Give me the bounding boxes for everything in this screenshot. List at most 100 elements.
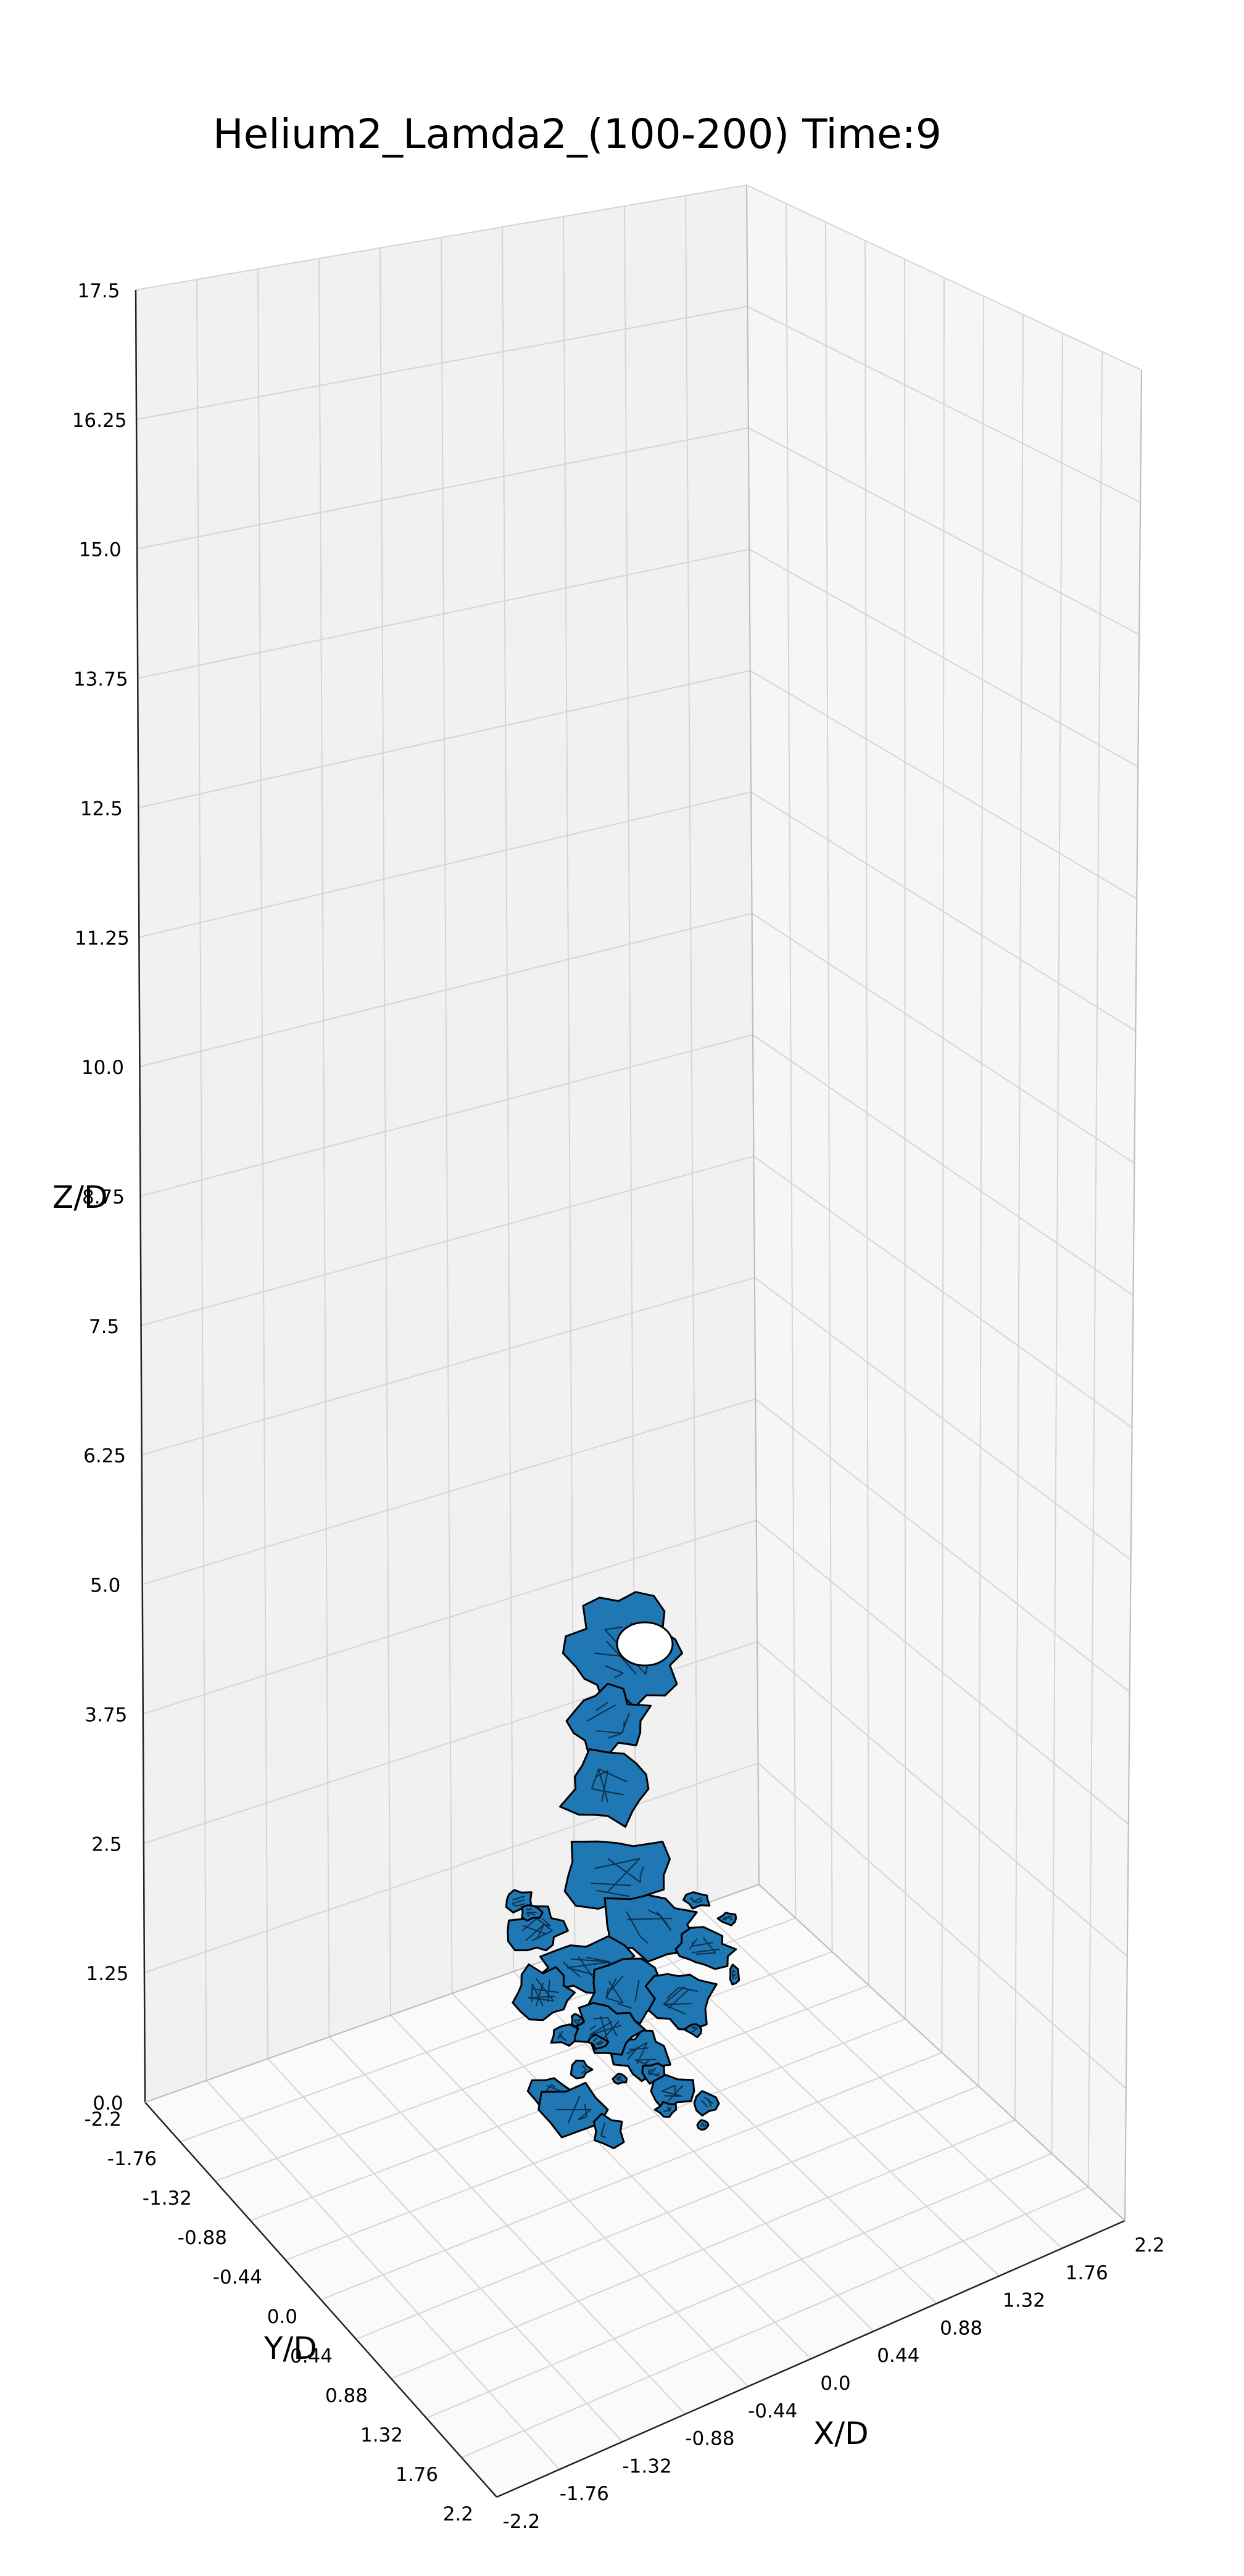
surface-facet [604, 1626, 623, 1630]
surface-facet [542, 1918, 551, 1926]
x-gridline-vertical [1014, 314, 1024, 2120]
surface-facet [578, 2116, 587, 2121]
surface-facet [723, 1915, 732, 1919]
axis-edge [1124, 369, 1142, 2221]
surface-facet [551, 2084, 556, 2088]
surface-facet [592, 2037, 598, 2042]
chart-title: Helium2_Lamda2_(100-200) Time:9 [213, 110, 942, 158]
z-tick-label: 12.5 [80, 798, 123, 820]
surface-facet [666, 1987, 679, 1999]
surface-facet [563, 1962, 581, 1978]
x-tick-label: -1.32 [622, 2455, 671, 2477]
floor-pane [145, 1885, 1125, 2497]
surface-facet [607, 2017, 618, 2037]
isosurface-fragment [650, 2074, 695, 2112]
y-tick-label: -0.44 [213, 2266, 262, 2289]
surface-facet [607, 1858, 641, 1893]
z-tick-label: 8.75 [82, 1186, 125, 1208]
y-gridline-vertical [502, 226, 514, 1972]
surface-facet [734, 1976, 737, 1979]
surface-facet [607, 1857, 641, 1883]
surface-facet [703, 2097, 713, 2104]
surface-facet [596, 2040, 602, 2046]
surface-facet [600, 2016, 608, 2042]
surface-facet [605, 1665, 624, 1674]
surface-facet [700, 2099, 708, 2108]
isosurface-segment [603, 1894, 698, 1963]
surface-facet [608, 1981, 624, 2004]
surface-facet [608, 1975, 624, 1993]
surface-facet [605, 1978, 617, 1999]
z-tick-label: 13.75 [73, 669, 128, 691]
x-gridline [205, 2080, 560, 2470]
surface-facet [616, 2078, 624, 2081]
z-tick-label: 0.0 [93, 2092, 123, 2115]
surface-facet [525, 1924, 545, 1941]
surface-facet [660, 1916, 672, 1931]
surface-facet [532, 1930, 553, 1941]
surface-facet [690, 1897, 694, 1902]
surface-facet [578, 2018, 581, 2021]
surface-facet [639, 1867, 644, 1876]
surface-facet [515, 1903, 525, 1907]
surface-facet [696, 1952, 716, 1955]
y-tick-label: 0.0 [267, 2306, 297, 2328]
surface-facet [581, 2069, 587, 2074]
surface-facet [629, 2047, 649, 2050]
surface-facet [574, 2020, 577, 2024]
tick-labels: 0.0 1.25 2.5 3.75 5.0 6.25 7.5 8.75 10.0 11.25 12.… [72, 280, 1165, 2533]
isosurface-segment [674, 1926, 737, 1970]
y-tick-label: -0.88 [178, 2227, 227, 2249]
surface-facet [536, 1924, 545, 1940]
isosurface-segment [507, 1904, 569, 1952]
x-axis-label: X/D [813, 2416, 869, 2451]
surface-facet [521, 1918, 537, 1931]
x-gridline-vertical [786, 203, 797, 1918]
surface-facet [678, 1986, 689, 1991]
y-gridline-vertical [257, 268, 268, 2059]
axes-panes [136, 185, 1142, 2497]
surface-facet [661, 2084, 676, 2092]
surface-facet [526, 1912, 530, 1917]
z-tick-label: 7.5 [89, 1316, 119, 1338]
surface-facet [512, 1895, 525, 1901]
y-axis-label: Y/D [263, 2330, 317, 2366]
isosurface-fragment [586, 2033, 610, 2050]
surface-facet [591, 1769, 600, 1790]
surface-facet [547, 2085, 561, 2092]
y-gridline-vertical [441, 237, 453, 1994]
x-tick-label: -1.76 [560, 2483, 609, 2505]
y-gridline-vertical [196, 279, 207, 2081]
axis-lines [135, 184, 1142, 2498]
surface-facet [596, 1730, 623, 1734]
surface-facet [698, 1899, 703, 1904]
x-gridline-vertical [1051, 332, 1063, 2154]
surface-facet [605, 1640, 637, 1675]
surface-facet [614, 1672, 624, 1678]
surface-facet [691, 2026, 695, 2029]
axis-edge [144, 2102, 497, 2498]
x-gridline-vertical [941, 277, 945, 2053]
surface-facet [692, 2027, 698, 2033]
surface-facet [626, 1911, 641, 1937]
back-pane [747, 185, 1142, 2221]
x-gridline [267, 2058, 623, 2443]
surface-facet [731, 1973, 734, 1979]
surface-facet [512, 1902, 516, 1907]
surface-facet [607, 1732, 623, 1739]
surface-facet [661, 2091, 682, 2097]
isosurface-fragment [592, 2113, 625, 2150]
surface-facet [647, 1909, 662, 1917]
z-tick-label: 5.0 [90, 1575, 120, 1597]
surface-facet [567, 1961, 611, 1968]
isosurface-fragment [693, 2090, 720, 2117]
z-tick-label: 6.25 [83, 1445, 126, 1468]
z-tick-label: 17.5 [77, 280, 120, 302]
y-gridline-vertical [685, 195, 699, 1907]
z-tick-label: 2.5 [91, 1833, 122, 1856]
surface-facet [647, 2068, 653, 2073]
y-tick-label: 2.2 [443, 2503, 473, 2525]
surface-facet [648, 2072, 660, 2077]
surface-facet [621, 1713, 630, 1734]
